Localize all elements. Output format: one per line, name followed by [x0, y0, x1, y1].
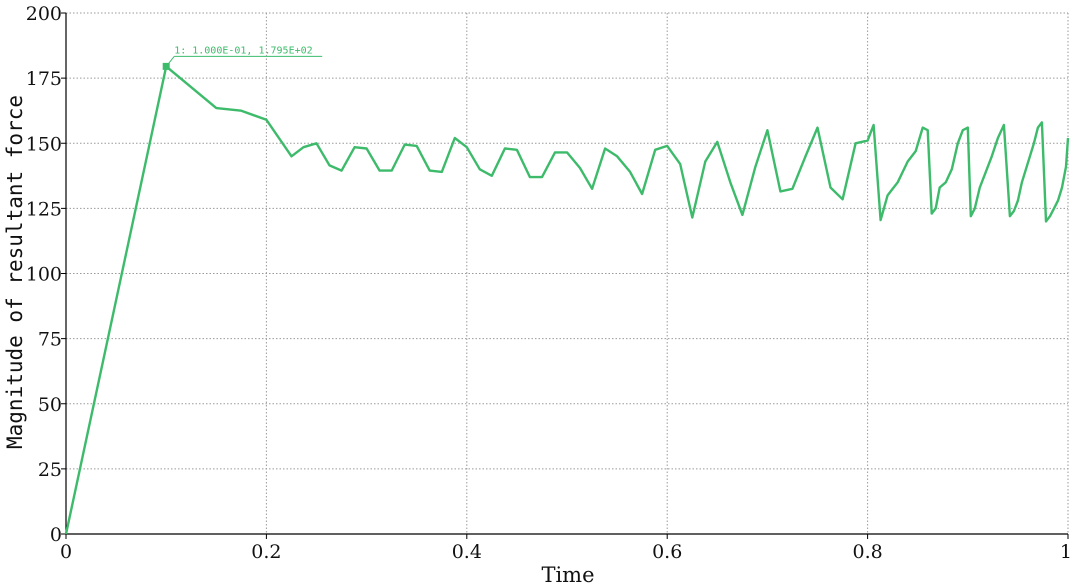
x-tick-label: 1 — [1060, 541, 1072, 563]
y-tick-label: 25 — [38, 459, 62, 481]
series-line — [64, 65, 1070, 535]
x-tick-label: 0.6 — [652, 541, 682, 563]
y-tick-label: 175 — [26, 68, 62, 90]
annotation-group: 1: 1.000E-01, 1.795E+02 — [162, 45, 323, 70]
x-tick-label: 0.4 — [452, 541, 482, 563]
annotation-leader — [165, 56, 175, 67]
grid-lines — [66, 12, 1069, 534]
y-tick-label: 75 — [38, 329, 62, 351]
x-tick-labels: 0 0.2 0.4 0.6 0.8 1 — [60, 541, 1072, 563]
y-tick-label: 50 — [38, 394, 62, 416]
y-tick-labels: 0 25 50 75 100 125 150 175 200 — [26, 3, 62, 546]
y-tick-label: 0 — [50, 524, 62, 546]
y-tick-label: 125 — [26, 198, 62, 220]
y-tick-label: 200 — [26, 3, 62, 25]
y-tick-label: 100 — [26, 264, 62, 286]
x-tick-label: 0.2 — [251, 541, 281, 563]
x-tick-label: 0.8 — [852, 541, 882, 563]
axes — [61, 12, 1069, 539]
series-group — [64, 65, 1070, 535]
annotation-label: 1: 1.000E-01, 1.795E+02 — [174, 45, 312, 56]
y-axis-title: Magnitude of resultant force — [3, 95, 27, 449]
x-axis-title: Time — [541, 563, 594, 587]
x-tick-label: 0 — [60, 541, 72, 563]
y-tick-label: 150 — [26, 133, 62, 155]
